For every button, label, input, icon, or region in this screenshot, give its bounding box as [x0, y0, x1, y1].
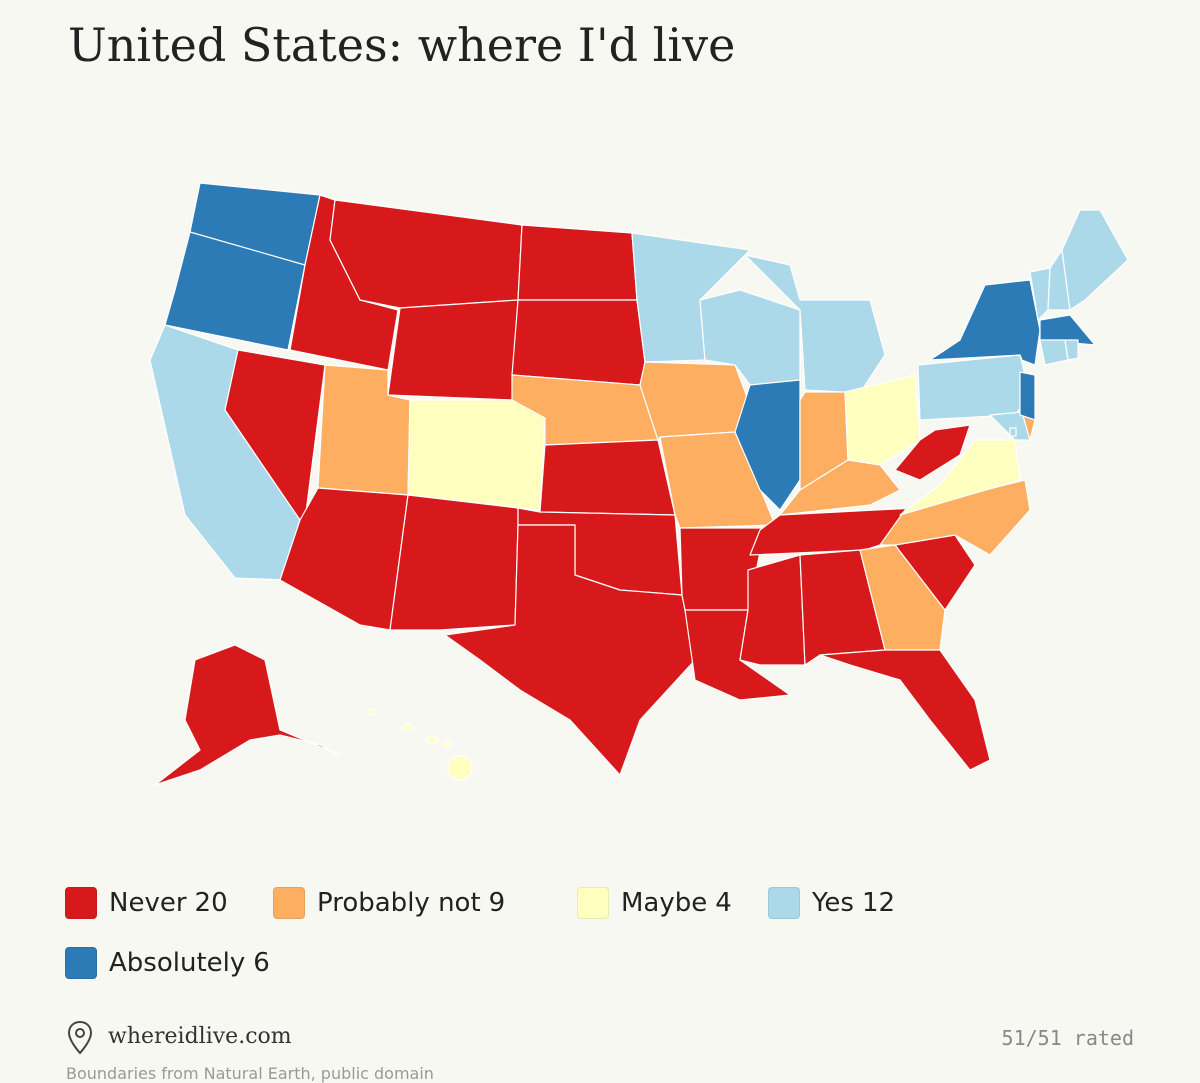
legend-label: Maybe: [621, 888, 708, 918]
legend-swatch: [65, 887, 97, 919]
state: [517, 224, 638, 301]
state: [329, 199, 523, 309]
site-link[interactable]: whereidlive.com: [108, 1024, 292, 1049]
state: [1039, 314, 1096, 346]
legend-count: 6: [253, 948, 270, 978]
state: [367, 708, 377, 716]
state: [734, 379, 801, 511]
state: [1039, 339, 1069, 366]
legend-swatch: [273, 887, 305, 919]
state: [894, 424, 971, 481]
state: [154, 644, 341, 786]
legend-label: Yes: [812, 888, 854, 918]
state: [859, 544, 946, 651]
us-map: [149, 182, 1129, 786]
pin-icon: [67, 1020, 93, 1055]
state: [425, 736, 439, 744]
legend-item[interactable]: Never 20: [65, 886, 228, 920]
credit: Boundaries from Natural Earth, public do…: [66, 1064, 434, 1083]
legend-label: Absolutely: [109, 948, 246, 978]
state: [447, 755, 473, 781]
state: [402, 724, 414, 732]
state: [844, 374, 921, 466]
title: United States: where I'd live: [68, 18, 736, 72]
legend-count: 9: [488, 888, 506, 918]
legend-swatch: [577, 887, 609, 919]
state: [819, 649, 991, 771]
state: [407, 399, 546, 511]
state: [899, 439, 1021, 516]
state: [511, 299, 646, 386]
state: [639, 361, 751, 441]
legend-label: Never: [109, 888, 187, 918]
legend-label: Probably not: [317, 888, 481, 918]
legend-item[interactable]: Maybe 4: [577, 886, 732, 920]
legend-count: 4: [715, 888, 732, 918]
legend-item[interactable]: Absolutely 6: [65, 946, 270, 980]
state: [389, 494, 519, 631]
state: [1009, 427, 1017, 437]
state: [442, 740, 452, 748]
state: [164, 231, 306, 351]
state: [444, 524, 696, 776]
legend-item[interactable]: Yes 12: [768, 886, 895, 920]
state: [1064, 339, 1079, 361]
legend-swatch: [65, 947, 97, 979]
legend-count: 12: [861, 888, 896, 918]
state: [539, 439, 676, 516]
legend-swatch: [768, 887, 800, 919]
legend-count: 20: [194, 888, 228, 918]
progress: 51/51 rated: [1001, 1026, 1134, 1050]
state: [387, 299, 519, 401]
state: [917, 354, 1031, 421]
state: [744, 254, 886, 394]
state: [1061, 209, 1129, 311]
state: [929, 279, 1041, 366]
state: [739, 554, 806, 666]
state: [1019, 371, 1036, 421]
legend-item[interactable]: Probably not 9: [273, 886, 505, 920]
